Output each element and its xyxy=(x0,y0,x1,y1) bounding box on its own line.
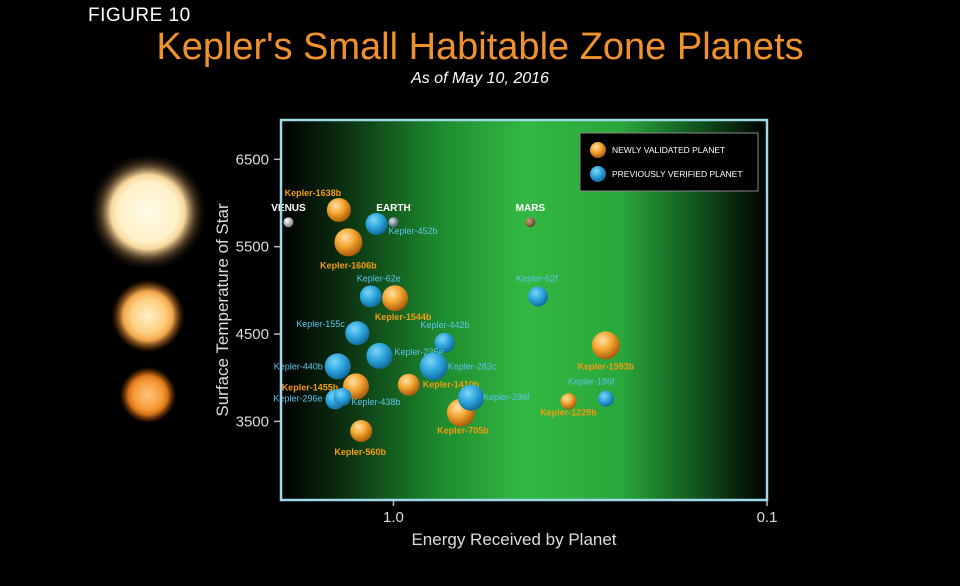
planet-label-kepler-442b: Kepler-442b xyxy=(421,320,470,330)
planet-point-kepler-1410b xyxy=(397,373,420,396)
plot-frame xyxy=(279,118,769,502)
planet-label-kepler-186f: Kepler-186f xyxy=(568,377,615,387)
planet-point-kepler-155c xyxy=(345,321,370,346)
large-star-icon xyxy=(88,152,208,272)
medium-star-icon xyxy=(110,278,186,354)
planet-label-kepler-296e: Kepler-296e xyxy=(273,394,322,404)
planet-point-kepler-62f xyxy=(528,286,549,307)
y-tick-label: 3500 xyxy=(236,413,269,430)
mars-planet-icon xyxy=(525,217,536,228)
venus-planet-icon xyxy=(283,217,294,228)
planet-point-kepler-1606b xyxy=(334,228,363,257)
planet-label-kepler-1455b: Kepler-1455b xyxy=(282,382,339,392)
mars-label: MARS xyxy=(516,203,546,214)
planet-label-kepler-452b: Kepler-452b xyxy=(389,226,438,236)
y-axis-label: Surface Temperature of Star xyxy=(213,203,232,417)
small-star-icon xyxy=(119,366,177,424)
solar-system-planets: VENUS EARTH MARS xyxy=(271,203,546,228)
planet-label-kepler-705b: Kepler-705b xyxy=(437,426,489,436)
planet-label-kepler-1638b: Kepler-1638b xyxy=(285,188,342,198)
x-tick-label: 0.1 xyxy=(757,509,778,526)
planet-point-kepler-235e xyxy=(366,342,393,369)
earth-label: EARTH xyxy=(376,203,410,214)
earth-planet-icon xyxy=(388,217,399,228)
planet-label-kepler-1229b: Kepler-1229b xyxy=(540,407,597,417)
planet-label-kepler-62e: Kepler-62e xyxy=(357,273,401,283)
x-tick-label: 1.0 xyxy=(383,509,404,526)
venus-label: VENUS xyxy=(271,203,306,214)
legend: NEWLY VALIDATED PLANET PREVIOUSLY VERIFI… xyxy=(579,132,759,192)
planet-label-kepler-440b: Kepler-440b xyxy=(274,361,323,371)
planet-point-kepler-452b xyxy=(365,212,388,235)
planet-point-kepler-296f xyxy=(458,384,485,411)
axes: 6500 5500 4500 3500 1.0 0.1 xyxy=(236,151,778,526)
legend-newly-label: NEWLY VALIDATED PLANET xyxy=(612,145,725,155)
planet-label-kepler-438b: Kepler-438b xyxy=(351,397,400,407)
planet-label-kepler-283c: Kepler-283c xyxy=(448,361,497,371)
planet-label-kepler-155c: Kepler-155c xyxy=(296,319,345,329)
planet-point-kepler-440b xyxy=(324,353,351,380)
chart-subtitle: As of May 10, 2016 xyxy=(411,70,549,87)
planet-point-kepler-560b xyxy=(350,419,373,442)
planet-label-kepler-296f: Kepler-296f xyxy=(483,392,530,402)
legend-previous-label: PREVIOUSLY VERIFIED PLANET xyxy=(612,169,743,179)
planet-label-kepler-560b: Kepler-560b xyxy=(334,447,386,457)
planet-point-kepler-62e xyxy=(359,285,382,308)
planet-label-kepler-235e: Kepler-235e xyxy=(394,347,443,357)
planet-point-kepler-1638b xyxy=(326,197,351,222)
y-tick-label: 4500 xyxy=(236,326,269,343)
planet-label-kepler-1593b: Kepler-1593b xyxy=(578,361,635,371)
x-axis-label: Energy Received by Planet xyxy=(411,530,616,549)
planet-label-kepler-1410b: Kepler-1410b xyxy=(423,380,480,390)
planet-label-kepler-62f: Kepler-62f xyxy=(516,273,558,283)
planet-label-kepler-1544b: Kepler-1544b xyxy=(375,312,432,322)
legend-previous-icon xyxy=(590,166,606,182)
figure-label: FIGURE 10 xyxy=(88,5,191,26)
planet-point-kepler-438b xyxy=(333,387,352,406)
chart-title: Kepler's Small Habitable Zone Planets xyxy=(156,26,804,68)
y-tick-label: 5500 xyxy=(236,239,269,256)
y-tick-label: 6500 xyxy=(236,151,269,168)
planet-label-kepler-1606b: Kepler-1606b xyxy=(320,260,377,270)
planet-point-kepler-1229b xyxy=(560,393,577,410)
planet-point-kepler-283c xyxy=(419,352,448,381)
planet-point-kepler-1544b xyxy=(382,285,409,312)
legend-newly-icon xyxy=(590,142,606,158)
legend-box xyxy=(579,132,759,192)
planet-point-kepler-1593b xyxy=(591,331,620,360)
planet-point-kepler-186f xyxy=(597,390,614,407)
planet-point-kepler-442b xyxy=(434,332,455,353)
planet-marks: Kepler-1638bKepler-1606bKepler-1544bKepl… xyxy=(273,188,634,457)
